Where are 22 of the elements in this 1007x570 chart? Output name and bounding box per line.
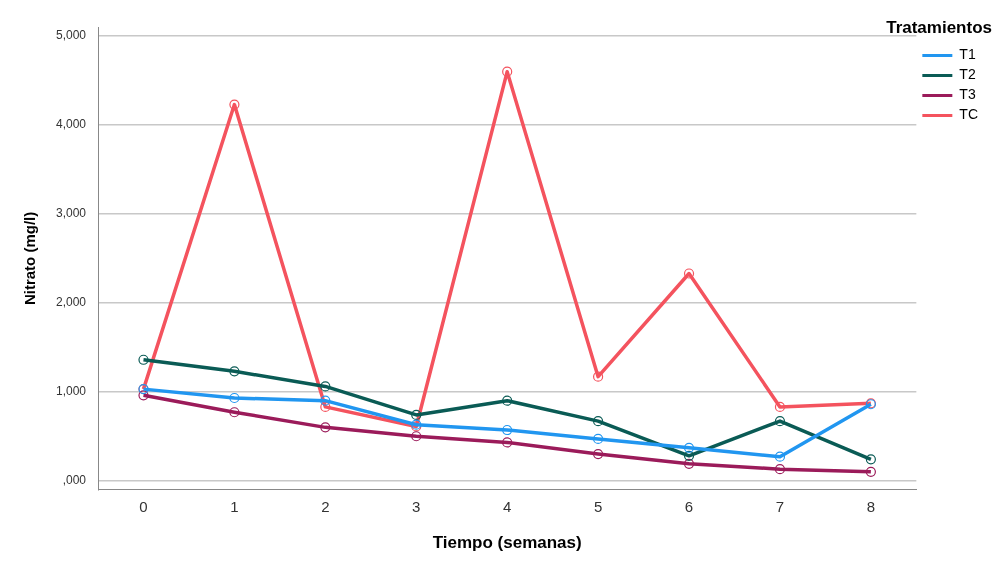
x-tick-label: 1: [230, 497, 239, 515]
x-tick-label: 5: [593, 497, 603, 515]
y-tick-label: 4,000: [56, 117, 87, 132]
x-tick-label: 7: [775, 497, 785, 515]
legend-label: T3: [959, 86, 976, 103]
legend-label: T2: [959, 66, 976, 83]
x-tick-label: 2: [321, 497, 330, 515]
y-tick-label: 3,000: [56, 206, 87, 221]
legend-title: Tratamientos: [886, 18, 992, 38]
x-tick-label: 6: [684, 497, 694, 515]
x-tick-label: 0: [139, 497, 148, 515]
x-tick-label: 8: [866, 497, 876, 515]
x-tick-label: 3: [412, 497, 421, 515]
y-tick-label: 5,000: [56, 28, 87, 43]
legend-label: T1: [959, 46, 976, 63]
legend-label: TC: [959, 106, 979, 123]
y-axis-title: Nitrato (mg/l): [21, 211, 39, 306]
x-tick-label: 4: [503, 497, 512, 515]
y-tick-label: 2,000: [56, 295, 87, 310]
y-tick-label: ,000: [62, 473, 87, 488]
x-axis-title: Tiempo (semanas): [432, 533, 582, 553]
y-tick-label: 1,000: [56, 384, 87, 399]
